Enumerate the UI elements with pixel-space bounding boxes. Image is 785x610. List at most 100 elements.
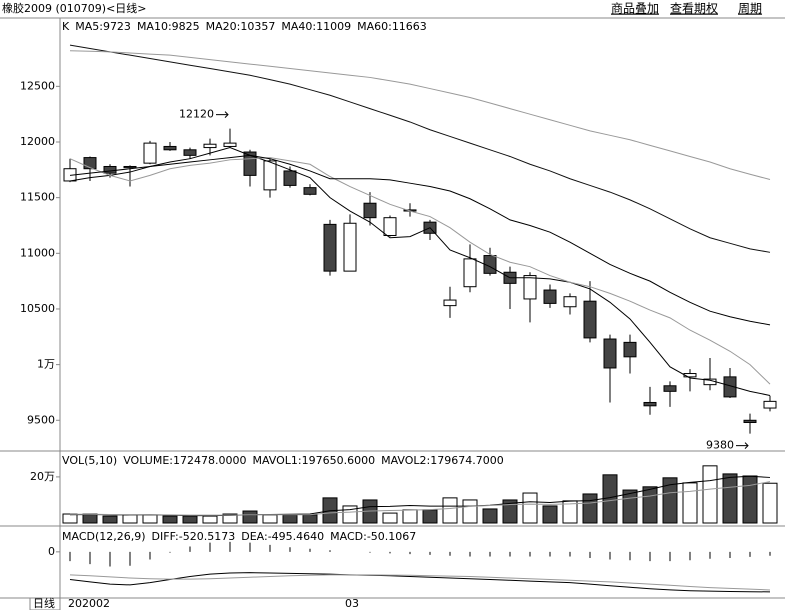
link[interactable]: 周期 (738, 2, 762, 16)
candle-body (443, 299, 457, 307)
candle-body (183, 149, 197, 156)
legend-entry: VOL(5,10) (62, 454, 117, 467)
candle-body (743, 419, 757, 424)
volume-bar (162, 515, 178, 524)
y-tick-label: 11000 (20, 246, 55, 259)
legend-entry: MACD(12,26,9) (62, 530, 146, 543)
candle-body (83, 157, 97, 170)
candle-body (723, 376, 737, 398)
period-label[interactable]: 日线 (33, 596, 55, 610)
candle-body (463, 258, 477, 288)
window-title: 橡胶2009 (010709)<日线> (2, 1, 147, 15)
volume-bar (542, 505, 558, 524)
arrow-head (744, 442, 749, 449)
y-tick-label: 12000 (20, 135, 55, 148)
y-tick-label: 12500 (20, 79, 55, 92)
candle-body (283, 170, 297, 186)
line-series (69, 154, 771, 326)
volume-bar (702, 465, 718, 524)
volume-bar (462, 499, 478, 524)
candle-body (203, 143, 217, 149)
candle-body (763, 400, 777, 409)
volume-bar (442, 497, 458, 524)
candle-body (663, 385, 677, 392)
legend-entry: MA10:9825 (137, 20, 200, 33)
volume-bar (62, 513, 78, 524)
volume-bar (742, 475, 758, 524)
volume-bar (102, 515, 118, 524)
candle-body (583, 300, 597, 339)
candle-body (523, 275, 537, 300)
volume-bar (262, 514, 278, 524)
candle-body (363, 202, 377, 219)
volume-bar (522, 492, 538, 524)
y-tick-label: 9500 (27, 413, 55, 426)
arrow-head (224, 111, 229, 118)
candle-body (223, 142, 237, 147)
legend-entry: MA5:9723 (75, 20, 131, 33)
volume-bar (182, 515, 198, 524)
line-series (69, 574, 771, 591)
x-tick-label: 03 (345, 597, 359, 610)
volume-bar (302, 514, 318, 524)
volume-bar (282, 514, 298, 524)
y-tick-label: 1万 (37, 358, 55, 371)
volume-bar (142, 514, 158, 524)
period-box[interactable] (29, 597, 61, 610)
volume-bar (222, 513, 238, 524)
volume-bar (662, 477, 678, 524)
candle-body (343, 222, 357, 272)
volume-bar (682, 482, 698, 524)
legend-entry: MA60:11663 (357, 20, 427, 33)
link[interactable]: 商品叠加 (611, 1, 659, 16)
volume-bar (762, 482, 778, 524)
legend-entry: VOLUME:172478.0000 (123, 454, 246, 467)
volume-bar (722, 473, 738, 524)
candle-body (383, 217, 397, 237)
extreme-label: 9380 (706, 439, 734, 452)
candle-body (263, 160, 277, 191)
volume-bar (202, 515, 218, 524)
extreme-label: 12120 (179, 108, 214, 121)
x-tick-label: 202002 (68, 597, 110, 610)
volume-bar (422, 509, 438, 524)
volume-bar (502, 499, 518, 524)
y-tick-label: 0 (48, 545, 55, 558)
volume-bar (402, 509, 418, 524)
candle-body (603, 338, 617, 369)
line-series (69, 157, 771, 385)
y-tick-label: 20万 (30, 470, 55, 483)
volume-bar (242, 510, 258, 524)
volume-bar (482, 508, 498, 524)
line-series (69, 50, 771, 180)
candle-body (163, 145, 177, 151)
volume-bar (582, 493, 598, 524)
line-series (70, 481, 771, 516)
line-series (69, 147, 771, 396)
y-tick-label: 10500 (20, 302, 55, 315)
candle-body (243, 151, 257, 176)
legend-entry: MA20:10357 (206, 20, 276, 33)
y-tick-label: 11500 (20, 191, 55, 204)
candle-body (643, 401, 657, 407)
line-series (69, 44, 771, 253)
legend-entry: MAVOL1:197650.6000 (252, 454, 375, 467)
legend-entry: DIFF:-520.5173 (152, 530, 236, 543)
candle-body (543, 289, 557, 304)
candle-body (143, 142, 157, 164)
volume-bar (642, 486, 658, 524)
link[interactable]: 查看期权 (670, 2, 718, 16)
candle-body (303, 187, 317, 195)
legend-entry: K (62, 20, 70, 33)
candle-body (623, 341, 637, 358)
volume-bar (382, 512, 398, 524)
legend-entry: MA40:11009 (281, 20, 351, 33)
candle-body (323, 223, 337, 272)
candle-body (563, 296, 577, 308)
volume-bar (122, 514, 138, 524)
candle-body (103, 165, 117, 174)
line-series (69, 572, 771, 593)
legend-entry: DEA:-495.4640 (241, 530, 324, 543)
